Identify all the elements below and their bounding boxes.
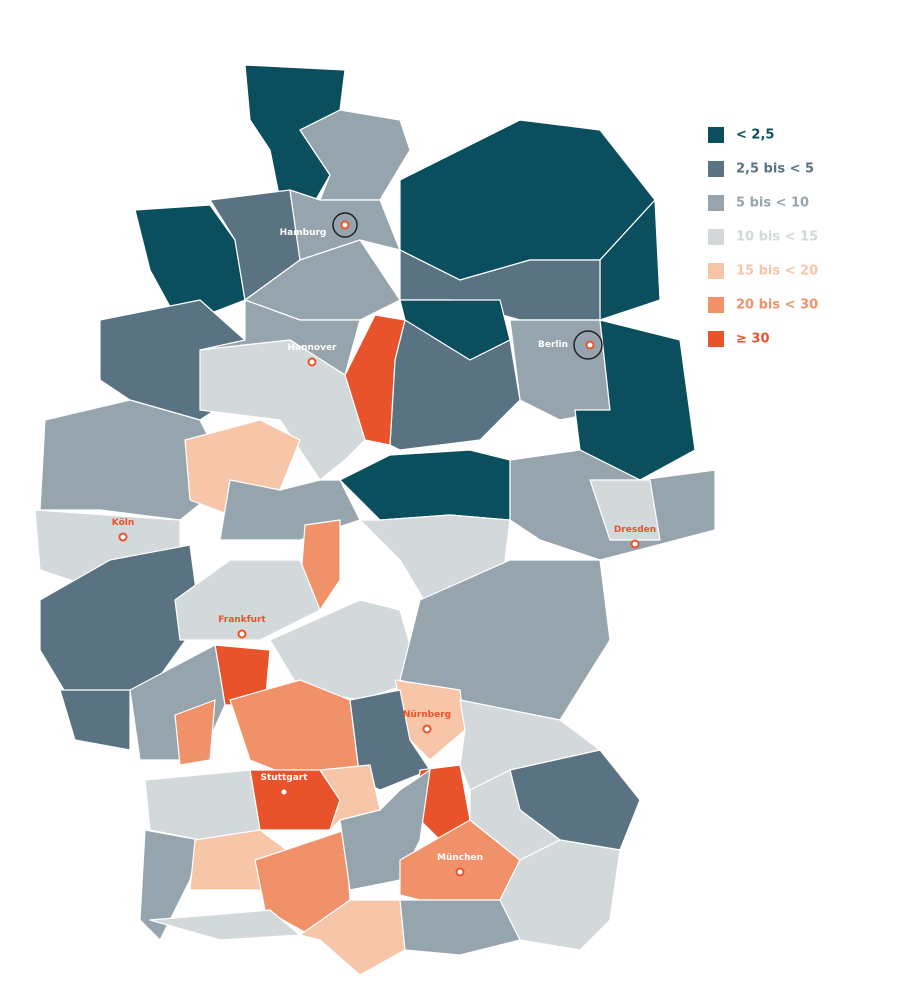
legend-swatch: [708, 229, 724, 245]
city-dot: [307, 357, 317, 367]
city-dot: [630, 539, 640, 549]
region: [589, 479, 661, 541]
city-dot: [340, 220, 350, 230]
legend-label: ≥ 30: [736, 332, 770, 347]
city-dot: [455, 867, 465, 877]
city-dot: [585, 340, 595, 350]
city-dot: [422, 724, 432, 734]
region: [339, 449, 511, 521]
region: [399, 899, 521, 956]
legend-label: 2,5 bis < 5: [736, 162, 814, 177]
legend-label: 20 bis < 30: [736, 298, 818, 313]
legend-swatch: [708, 297, 724, 313]
legend-label: 10 bis < 15: [736, 230, 818, 245]
legend-swatch: [708, 127, 724, 143]
cities: Hamburg Hannover Berlin Köln Dresden Frankfur…: [112, 220, 656, 877]
legend-label: 5 bis < 10: [736, 196, 809, 211]
legend-swatch: [708, 331, 724, 347]
region: [149, 909, 301, 941]
city-label: Stuttgart: [260, 773, 308, 783]
legend-label: 15 bis < 20: [736, 264, 818, 279]
legend-swatch: [708, 263, 724, 279]
regions: [34, 64, 716, 976]
city-label: Nürnberg: [403, 710, 451, 720]
city-label: München: [437, 853, 483, 863]
region: [199, 339, 366, 481]
city-label: Frankfurt: [218, 615, 266, 625]
region: [174, 699, 216, 766]
legend-swatch: [708, 195, 724, 211]
region: [244, 64, 346, 211]
city-label: Hannover: [287, 343, 337, 353]
region: [144, 769, 261, 841]
city-dot: [118, 532, 128, 542]
legend: < 2,5 2,5 bis < 5 5 bis < 10 10 bis < 15 15 …: [708, 127, 818, 347]
region: [139, 829, 201, 941]
city-label: Dresden: [614, 525, 656, 535]
region: [39, 544, 201, 701]
region: [174, 559, 321, 641]
region: [499, 839, 621, 951]
city-dot: [237, 629, 247, 639]
region: [59, 689, 131, 751]
region: [469, 769, 561, 861]
legend-swatch: [708, 161, 724, 177]
city-label: Berlin: [538, 340, 568, 350]
legend-label: < 2,5: [736, 128, 774, 143]
city-label: Köln: [112, 518, 135, 528]
city-dot: [279, 787, 289, 797]
city-label: Hamburg: [280, 228, 327, 238]
